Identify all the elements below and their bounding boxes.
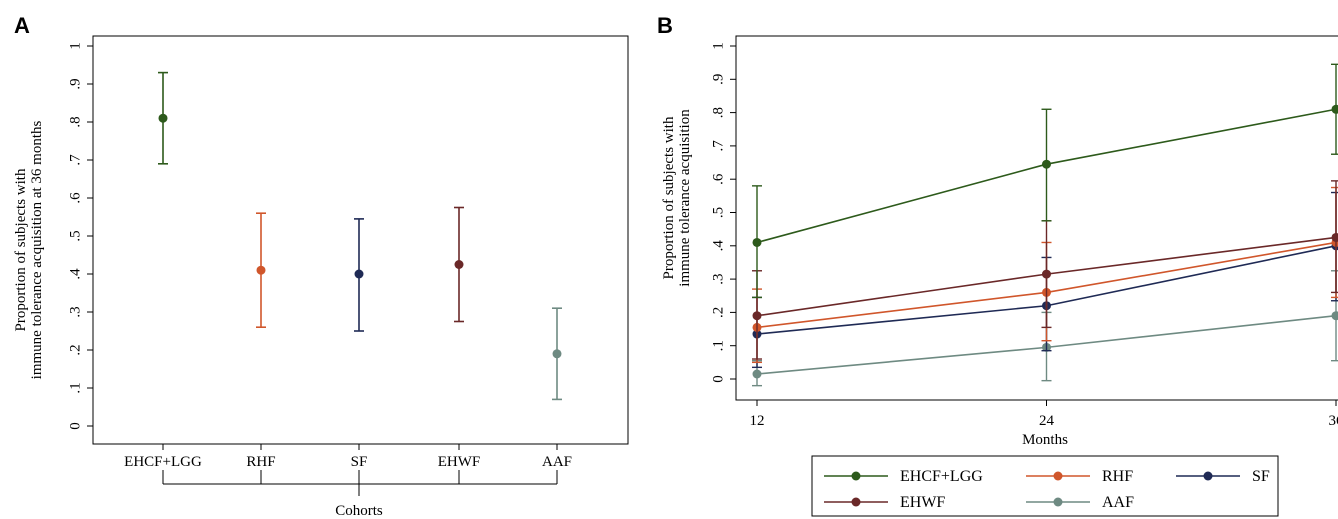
- a-xtick-label: AAF: [542, 454, 572, 470]
- a-point-marker: [454, 260, 464, 269]
- panel-b-x-axis: 12 24 36: [750, 400, 1338, 429]
- b-legend-item-SF: SF: [1176, 468, 1270, 485]
- b-legend-frame: [811, 455, 1279, 517]
- b-legend-swatch-marker: [1053, 497, 1063, 507]
- b-legend-label: EHWF: [900, 494, 945, 511]
- b-legend-item-RHF: RHF: [1026, 468, 1133, 485]
- b-legend-swatch-marker: [851, 471, 861, 481]
- b-legend-item-EHCF+LGG: EHCF+LGG: [824, 468, 983, 485]
- a-ytick-label: .1: [67, 382, 83, 393]
- b-series-AAF: [752, 270, 1338, 387]
- b-legend-label: EHCF+LGG: [900, 468, 983, 485]
- a-point-marker: [354, 269, 364, 279]
- b-legend-swatch-marker: [1053, 471, 1063, 481]
- a-point-EHCF+LGG: [158, 71, 168, 165]
- panel-a-y-axis: 0 .1 .2 .3 .4 .5 .6 .7 .8 .9 1: [67, 42, 93, 430]
- panel-a-y-label: Proportion of subjects withimmune tolera…: [13, 120, 45, 379]
- b-legend-swatch-marker: [851, 497, 861, 507]
- panel-b-label: B: [657, 13, 673, 38]
- panel-b-legend: EHCF+LGG RHF SF EHWF AAF: [811, 455, 1279, 517]
- a-ytick-label: .7: [67, 154, 83, 166]
- b-point-marker: [1331, 232, 1338, 242]
- b-ytick-label: .4: [710, 240, 726, 252]
- b-legend-item-EHWF: EHWF: [824, 494, 945, 511]
- b-point-marker: [752, 311, 762, 321]
- b-xtick-label: 24: [1039, 413, 1055, 429]
- a-point-marker: [256, 265, 266, 275]
- panel-a-x-label: Cohorts: [335, 503, 383, 519]
- panel-b-y-label: Proportion of subjects withimmune tolera…: [661, 109, 693, 287]
- a-ytick-label: .5: [67, 230, 83, 241]
- b-ytick-label: .2: [710, 307, 726, 318]
- a-ytick-label: .9: [67, 78, 83, 89]
- a-ytick-label: 0: [67, 422, 83, 430]
- a-point-SF: [354, 218, 364, 332]
- a-point-AAF: [552, 307, 562, 401]
- panel-b-plot-frame: [735, 35, 1338, 401]
- a-xtick-label: EHWF: [438, 454, 481, 470]
- panel-a-x-axis: EHCF+LGG RHF SF EHWF AAF: [124, 444, 572, 470]
- a-ytick-label: 1: [67, 42, 83, 50]
- panel-b-x-label: Months: [1022, 432, 1068, 448]
- b-ytick-label: .1: [710, 340, 726, 351]
- panel-b-marks: [752, 63, 1338, 387]
- a-xtick-label: RHF: [246, 454, 275, 470]
- b-series-EHWF: [752, 180, 1338, 360]
- b-xtick-label: 12: [750, 413, 765, 429]
- b-ytick-label: .8: [710, 107, 726, 118]
- b-point-marker: [1042, 159, 1051, 169]
- a-ytick-label: .3: [67, 306, 83, 317]
- panel-a-cohort-bracket: [162, 470, 558, 496]
- b-ytick-label: .5: [710, 207, 726, 218]
- a-point-RHF: [256, 212, 266, 329]
- b-ytick-label: .9: [710, 74, 726, 85]
- b-ytick-label: 1: [710, 42, 726, 50]
- a-point-marker: [552, 349, 562, 359]
- panel-a-marks: [158, 71, 562, 401]
- panel-a-label: A: [14, 13, 30, 38]
- b-ytick-label: .3: [710, 273, 726, 284]
- b-point-marker: [752, 369, 762, 379]
- b-point-marker: [1331, 311, 1338, 321]
- b-legend-label: AAF: [1102, 494, 1134, 511]
- b-point-marker: [752, 237, 762, 247]
- panel-a-chart: 0 .1 .2 .3 .4 .5 .6 .7 .8 .9 1 EHCF+LGG RHF SF EHWF AA…: [13, 35, 629, 519]
- b-legend-swatch-marker: [1203, 471, 1213, 481]
- b-ytick-label: .6: [710, 173, 726, 185]
- a-point-EHWF: [454, 206, 464, 323]
- a-ytick-label: .4: [67, 268, 83, 280]
- b-legend-label: RHF: [1102, 468, 1133, 485]
- panel-a-plot-frame: [92, 35, 629, 445]
- a-xtick-label: EHCF+LGG: [124, 454, 202, 470]
- b-ytick-label: 0: [710, 375, 726, 383]
- a-ytick-label: .6: [67, 192, 83, 204]
- b-point-marker: [1331, 104, 1338, 114]
- a-ytick-label: .8: [67, 116, 83, 127]
- a-point-marker: [158, 113, 168, 123]
- panel-b-chart: 0 .1 .2 .3 .4 .5 .6 .7 .8 .9 1 12 24 36 Months Propo…: [661, 35, 1338, 517]
- b-legend-item-AAF: AAF: [1026, 494, 1134, 511]
- panel-b-y-axis: 0 .1 .2 .3 .4 .5 .6 .7 .8 .9 1: [710, 42, 736, 383]
- b-legend-label: SF: [1252, 468, 1270, 485]
- b-xtick-label: 36: [1329, 413, 1338, 429]
- a-xtick-label: SF: [351, 454, 368, 470]
- b-series-EHCF+LGG: [752, 63, 1338, 299]
- b-point-marker: [1042, 269, 1051, 279]
- b-ytick-label: .7: [710, 140, 726, 152]
- a-ytick-label: .2: [67, 344, 83, 355]
